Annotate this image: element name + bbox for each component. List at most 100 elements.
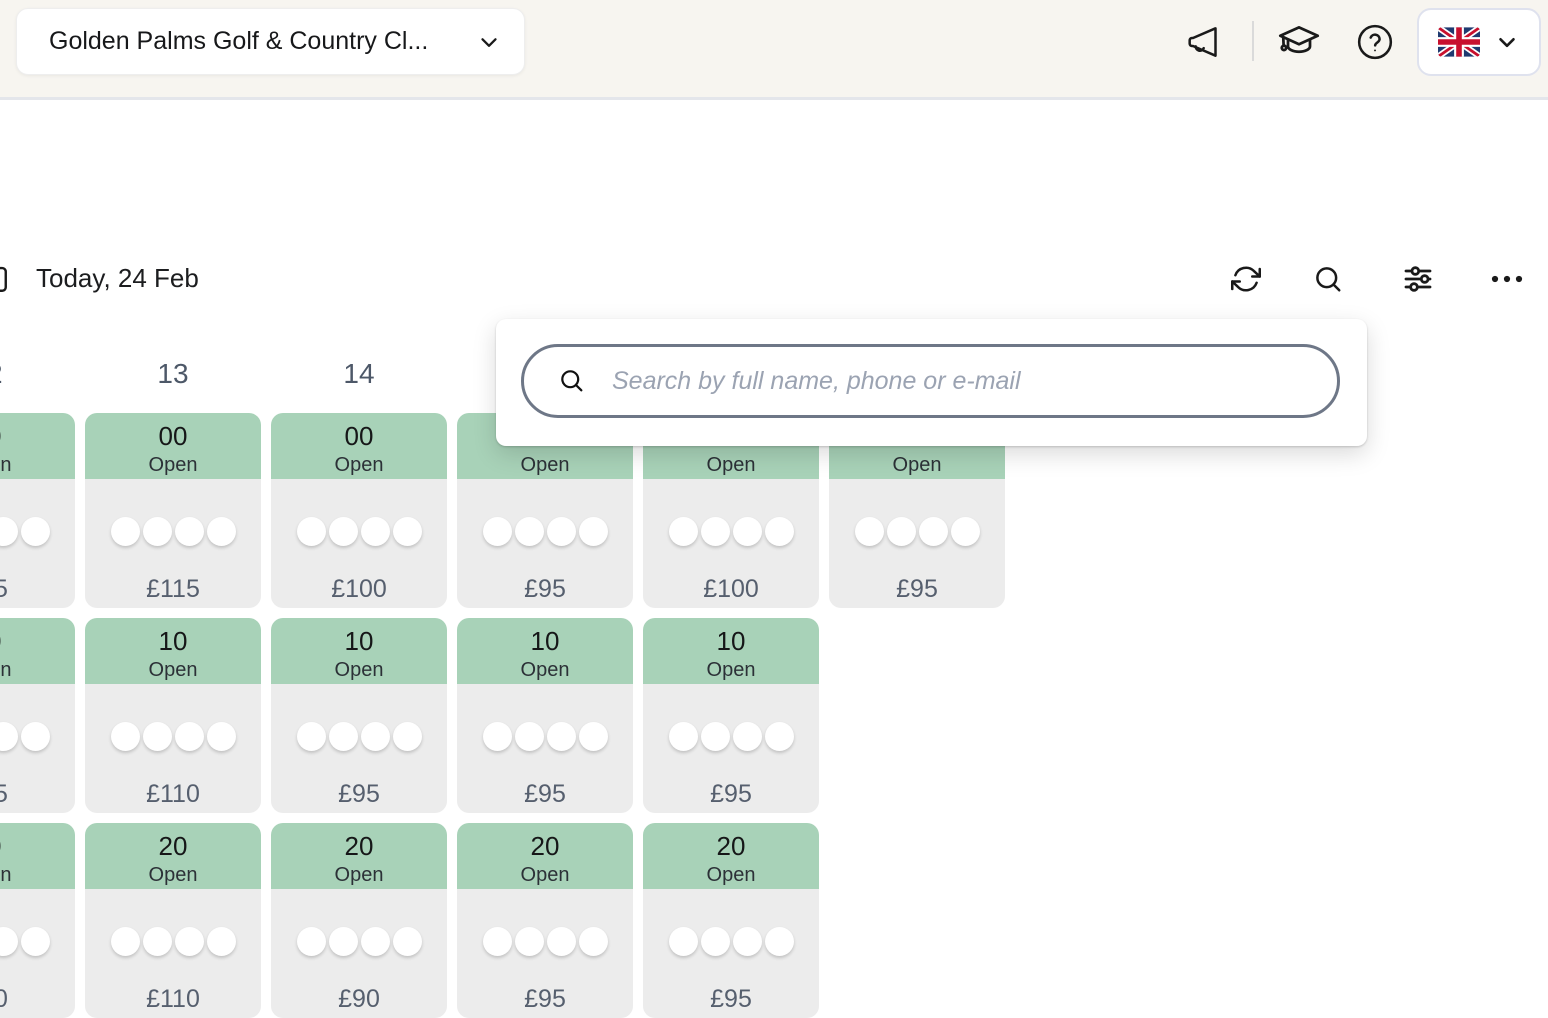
megaphone-icon[interactable] (1181, 22, 1225, 62)
player-slot[interactable] (854, 517, 884, 546)
player-slot[interactable] (546, 517, 576, 546)
player-slot[interactable] (360, 517, 390, 546)
player-slot[interactable] (764, 927, 794, 956)
player-slot[interactable] (296, 722, 326, 751)
player-slot[interactable] (110, 722, 140, 751)
player-slot[interactable] (668, 722, 698, 751)
player-slot[interactable] (392, 722, 422, 751)
player-slot[interactable] (142, 722, 172, 751)
player-slot[interactable] (0, 927, 18, 956)
player-slot[interactable] (482, 517, 512, 546)
player-slot[interactable] (392, 927, 422, 956)
tee-sheet-column: 14 00 Open £100 10 Open £95 20 Open £90 (271, 352, 447, 1018)
more-options-icon[interactable] (1491, 272, 1523, 286)
player-slot[interactable] (174, 927, 204, 956)
player-slot[interactable] (764, 722, 794, 751)
tee-time-cell[interactable]: 10 Open £110 (85, 618, 261, 813)
player-slot[interactable] (886, 517, 916, 546)
player-slots (271, 927, 447, 956)
player-slot[interactable] (142, 517, 172, 546)
player-slot[interactable] (174, 517, 204, 546)
player-slot[interactable] (668, 517, 698, 546)
player-slot[interactable] (514, 927, 544, 956)
player-slot[interactable] (514, 722, 544, 751)
tee-time-cell[interactable]: 00 Open £100 (271, 413, 447, 608)
player-slot[interactable] (578, 517, 608, 546)
player-slot[interactable] (110, 517, 140, 546)
player-slot[interactable] (110, 927, 140, 956)
help-icon[interactable] (1356, 23, 1394, 61)
player-slot[interactable] (142, 927, 172, 956)
player-slot[interactable] (296, 927, 326, 956)
player-slot[interactable] (20, 927, 50, 956)
player-slot[interactable] (296, 517, 326, 546)
player-slot[interactable] (328, 927, 358, 956)
language-selector-button[interactable] (1417, 8, 1541, 76)
search-icon[interactable] (1313, 264, 1343, 294)
player-slot[interactable] (578, 722, 608, 751)
player-slot[interactable] (764, 517, 794, 546)
player-slot[interactable] (20, 722, 50, 751)
player-slot[interactable] (700, 722, 730, 751)
player-slot[interactable] (732, 722, 762, 751)
player-slot[interactable] (360, 927, 390, 956)
player-slot[interactable] (514, 517, 544, 546)
graduation-cap-icon[interactable] (1276, 20, 1322, 64)
player-slot[interactable] (950, 517, 980, 546)
player-slot[interactable] (392, 517, 422, 546)
player-slot[interactable] (668, 927, 698, 956)
player-slot[interactable] (20, 517, 50, 546)
tee-time-cell[interactable]: 20 Open £95 (457, 823, 633, 1018)
player-slot[interactable] (700, 517, 730, 546)
player-slot[interactable] (206, 517, 236, 546)
player-slot[interactable] (328, 722, 358, 751)
player-slot[interactable] (482, 722, 512, 751)
price-label: £90 (338, 985, 380, 1013)
player-slot[interactable] (206, 722, 236, 751)
tee-time-body: £95 (829, 479, 1005, 608)
search-field[interactable] (521, 344, 1340, 418)
player-slot[interactable] (546, 927, 576, 956)
player-slot[interactable] (206, 927, 236, 956)
tee-time-cell[interactable]: 20 Open £110 (85, 823, 261, 1018)
player-slot[interactable] (546, 722, 576, 751)
player-slot[interactable] (360, 722, 390, 751)
refresh-icon[interactable] (1231, 264, 1261, 294)
player-slot[interactable] (482, 927, 512, 956)
player-slot[interactable] (578, 927, 608, 956)
player-slot[interactable] (0, 517, 18, 546)
player-slot[interactable] (732, 927, 762, 956)
player-slot[interactable] (0, 722, 18, 751)
player-slot[interactable] (328, 517, 358, 546)
filters-icon[interactable] (1402, 263, 1434, 295)
tee-time-cell[interactable]: 20 Open £95 (643, 823, 819, 1018)
tee-time-cell[interactable]: 00 Open £115 (85, 413, 261, 608)
player-slot[interactable] (700, 927, 730, 956)
player-slot[interactable] (732, 517, 762, 546)
club-selector-button[interactable]: Golden Palms Golf & Country Cl... (16, 8, 525, 75)
player-slot[interactable] (918, 517, 948, 546)
search-input[interactable] (612, 366, 1307, 396)
player-slot[interactable] (174, 722, 204, 751)
